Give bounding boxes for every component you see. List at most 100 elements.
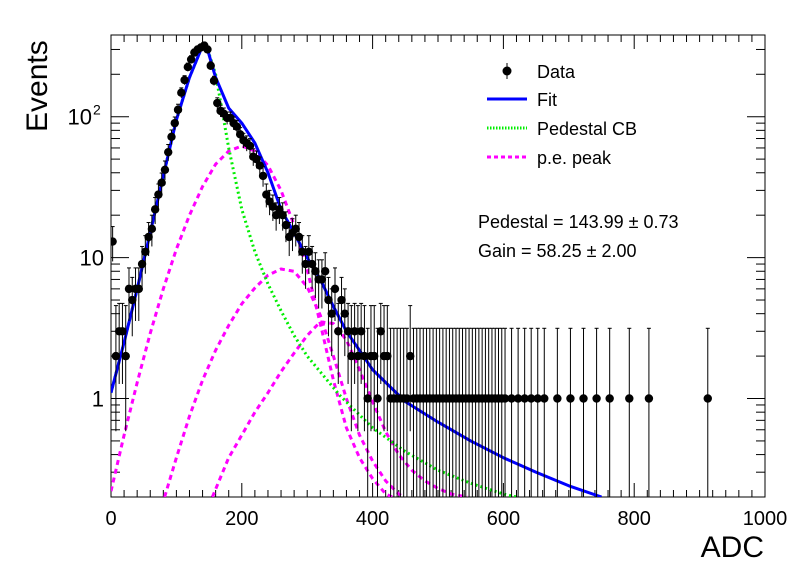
data-point [376,327,385,336]
data-point [343,327,353,336]
data-point [370,351,379,361]
y-axis-label: Events [21,40,54,132]
data-point [566,394,575,403]
pedestal-cb-curve [111,42,517,497]
data-point [703,394,712,403]
data-point [186,55,196,64]
data-point [311,267,320,276]
data-point [533,394,542,403]
data-point [350,327,359,336]
fit-curve [111,42,602,497]
data-point [625,394,634,403]
data-point [134,284,143,294]
data-point [170,118,179,128]
data-point [255,161,264,170]
data-point [301,259,310,269]
data-point [347,351,356,361]
data-point [173,105,183,114]
data-point [334,327,343,336]
x-tick-label: 0 [105,508,116,530]
legend: Data Fit Pedestal CB p.e. peak [487,62,637,168]
data-point [317,275,327,284]
legend-label-data: Data [537,62,576,82]
x-tick-label: 800 [618,508,651,530]
data-point [307,259,317,269]
data-point [278,210,287,220]
gain-annotation: Gain = 58.25 ± 2.00 [478,241,637,261]
data-point [209,76,219,85]
data-point [291,224,300,234]
data-point [500,394,510,403]
legend-label-pe-peak: p.e. peak [537,148,612,168]
data-point [141,247,150,256]
y-tick-label-exponent: 2 [93,102,101,118]
data-point [330,284,340,294]
data-point [147,224,157,234]
data-point [373,394,382,403]
data-point [268,202,278,211]
data-point [337,295,346,305]
y-tick-label: 10 [68,105,92,130]
legend-item-fit: Fit [487,90,557,110]
data-point [232,122,242,131]
x-tick-label: 400 [356,508,389,530]
x-tick-label: 1000 [743,508,788,530]
data-point [121,351,130,361]
data-point [353,351,363,361]
data-point [124,284,134,294]
plot-frame [110,34,766,498]
data-point [526,394,536,403]
p-e-peak-1-curve [111,144,393,497]
p-e-peak-3-curve [211,320,468,497]
fit-curves [111,42,602,497]
data-point [383,351,392,361]
data-point [150,205,160,214]
data-point [520,394,529,403]
data-point [507,394,516,403]
legend-item-data: Data [502,62,576,82]
data-point [592,394,601,403]
data-point [340,309,350,318]
data-point [605,394,614,403]
y-tick-label: 1 [92,387,104,412]
data-point [281,220,291,230]
pedestal-annotation: Pedestal = 143.99 ± 0.73 [478,212,679,232]
data-point [118,327,127,336]
data-point [164,147,173,157]
data-point [262,190,271,199]
legend-item-pe-peak: p.e. peak [487,148,612,168]
data-point [360,351,369,361]
data-point [128,295,137,305]
data-point [258,171,268,181]
data-point [245,141,255,151]
x-axis-label: ADC [701,531,764,564]
data-point [160,165,170,174]
data-point [402,394,412,403]
data-point [183,62,193,72]
data-point [644,394,654,403]
data-point [298,247,307,256]
data-points [111,41,712,497]
data-point [324,295,333,305]
legend-label-fit: Fit [537,90,557,110]
data-point [406,351,415,361]
x-tick-labels: 0 200 400 600 800 1000 [105,508,787,530]
data-point [304,247,314,256]
data-point [356,327,366,336]
data-point [167,132,176,141]
data-point [137,259,147,269]
data-point [579,394,588,403]
p-e-peak-2-curve [163,267,405,497]
data-point [363,394,372,403]
legend-data-marker [502,66,512,76]
data-point [157,178,166,187]
data-point [327,309,336,318]
data-point [144,232,153,242]
x-tick-label: 200 [225,508,258,530]
data-point [320,267,330,276]
data-point [540,394,549,403]
legend-label-pedestal: Pedestal CB [537,119,637,139]
data-point [513,394,523,403]
